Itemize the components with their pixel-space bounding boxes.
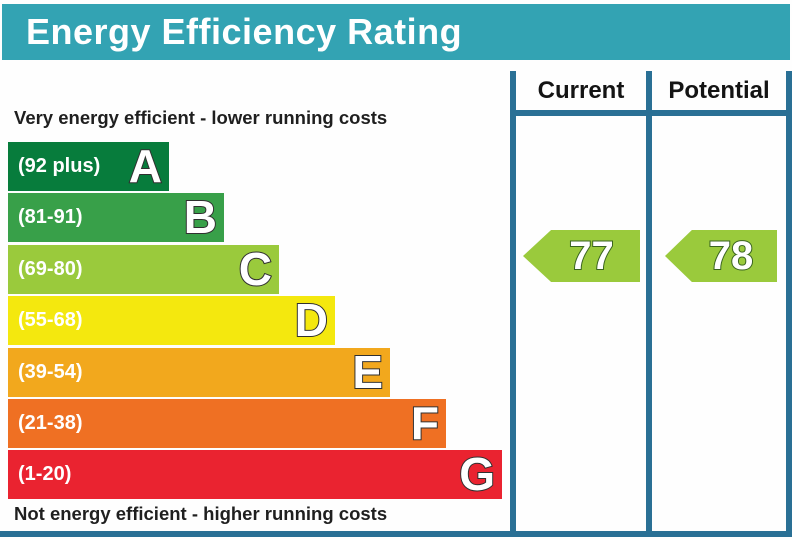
potential-rating-value: 78 <box>708 233 754 279</box>
band-range-label: (21-38) <box>18 412 83 434</box>
rating-band-c: (69-80) C <box>8 243 279 295</box>
current-rating-arrow: 77 <box>523 230 640 282</box>
rating-band-e: (39-54) E <box>8 346 390 398</box>
band-letter: D <box>294 294 329 346</box>
band-letter: B <box>183 191 218 243</box>
rating-band-d: (55-68) D <box>8 294 335 346</box>
grid-line-vertical-left <box>510 71 516 537</box>
title-bar: Energy Efficiency Rating <box>2 4 790 60</box>
column-header-current: Current <box>537 77 625 104</box>
rating-band-a: (92 plus) A <box>8 140 169 192</box>
band-letter: F <box>410 397 440 449</box>
current-rating-value: 77 <box>568 233 614 279</box>
rating-band-f: (21-38) F <box>8 397 446 449</box>
band-range-label: (69-80) <box>18 258 83 280</box>
bottom-note: Not energy efficient - higher running co… <box>14 503 388 524</box>
page-title: Energy Efficiency Rating <box>26 11 463 52</box>
rating-band-b: (81-91) B <box>8 191 224 243</box>
column-header-potential: Potential <box>668 77 770 104</box>
grid-line-vertical-right <box>786 71 792 537</box>
top-note: Very energy efficient - lower running co… <box>14 107 388 128</box>
grid-line-vertical-middle <box>646 71 652 537</box>
potential-rating-arrow: 78 <box>665 230 777 282</box>
rating-band-g: (1-20) G <box>8 448 502 500</box>
band-range-label: (1-20) <box>18 463 72 485</box>
band-range-label: (81-91) <box>18 206 83 228</box>
band-range-label: (55-68) <box>18 309 83 331</box>
band-letter: G <box>458 448 496 500</box>
grid-line-bottom <box>0 531 792 537</box>
band-range-label: (92 plus) <box>18 155 101 177</box>
band-letter: A <box>128 140 163 192</box>
band-range-label: (39-54) <box>18 361 83 383</box>
grid-line-header-underline <box>510 110 792 116</box>
band-letter: E <box>351 346 384 398</box>
band-letter: C <box>238 243 273 295</box>
